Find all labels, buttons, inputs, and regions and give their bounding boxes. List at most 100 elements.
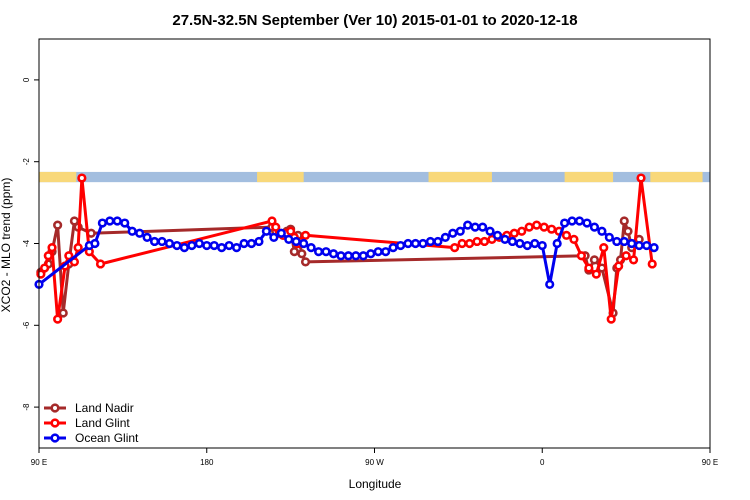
data-point — [47, 242, 57, 253]
land-band-1 — [257, 171, 304, 183]
data-point — [351, 251, 361, 261]
y-tick-label: -4 — [22, 239, 31, 247]
data-point — [455, 226, 465, 236]
data-point — [64, 251, 74, 261]
data-point — [552, 238, 562, 249]
data-point — [500, 234, 510, 245]
data-point — [507, 236, 518, 247]
data-point — [381, 247, 391, 257]
data-point — [433, 236, 443, 247]
data-point — [336, 251, 346, 261]
data-point — [261, 226, 271, 236]
data-point — [532, 220, 542, 230]
data-point — [120, 218, 130, 228]
map-strip — [39, 171, 710, 183]
legend-item: Ocean Glint — [44, 431, 139, 445]
data-point — [284, 234, 294, 245]
data-point — [358, 251, 368, 261]
data-point — [597, 226, 607, 236]
data-point — [576, 251, 586, 261]
y-tick-label: -2 — [22, 158, 31, 166]
data-point — [142, 232, 152, 242]
data-point — [53, 220, 63, 230]
x-tick-label: 90 E — [702, 458, 718, 467]
data-point — [209, 240, 219, 251]
data-point — [164, 238, 175, 249]
legend-marker — [50, 403, 60, 413]
data-point — [105, 216, 115, 226]
data-point — [560, 218, 570, 228]
land-band-0 — [39, 171, 77, 183]
data-point — [621, 251, 631, 261]
data-point — [425, 236, 436, 247]
data-point — [524, 222, 534, 232]
series-layer — [34, 173, 659, 324]
data-point — [149, 236, 160, 247]
data-point — [619, 216, 629, 226]
data-point — [286, 226, 296, 236]
data-point — [492, 230, 503, 240]
legend-label: Ocean Glint — [75, 431, 139, 445]
data-point — [487, 234, 497, 245]
data-point — [485, 226, 495, 236]
data-point — [239, 238, 249, 249]
legend-marker — [50, 433, 60, 443]
data-point — [537, 240, 547, 251]
data-point — [584, 263, 594, 273]
data-point — [321, 247, 331, 257]
data-point — [388, 242, 398, 253]
data-point — [291, 236, 301, 247]
data-point — [614, 261, 624, 271]
data-point — [440, 232, 450, 242]
ocean-band — [39, 171, 710, 183]
data-point — [299, 238, 309, 249]
data-point — [343, 251, 354, 261]
data-point — [599, 242, 609, 253]
data-point — [546, 224, 557, 234]
data-point — [95, 259, 106, 269]
data-point — [187, 240, 197, 251]
data-point — [313, 247, 324, 257]
data-point — [582, 218, 592, 228]
data-point — [43, 251, 53, 261]
data-point — [267, 216, 277, 226]
data-point — [545, 279, 555, 290]
data-point — [619, 236, 629, 247]
x-tick-label: 90 E — [31, 458, 47, 467]
x-tick-label: 90 W — [365, 458, 384, 467]
data-point — [127, 226, 137, 236]
data-point — [604, 232, 614, 242]
data-point — [300, 230, 311, 240]
data-point — [623, 226, 633, 236]
data-point — [649, 242, 659, 253]
y-axis-title: XCO2 - MLO trend (ppm) — [0, 178, 13, 313]
data-point — [246, 238, 257, 249]
data-point — [589, 222, 600, 232]
data-point — [135, 228, 145, 238]
data-point — [574, 216, 585, 226]
data-point — [636, 173, 646, 183]
data-point — [448, 228, 458, 238]
land-band-2 — [428, 171, 492, 183]
data-point — [194, 238, 204, 249]
data-point — [464, 238, 475, 249]
data-point — [179, 242, 189, 253]
data-point — [157, 236, 167, 247]
data-point — [306, 242, 316, 253]
data-point — [300, 257, 311, 267]
x-tick-label: 180 — [200, 458, 214, 467]
data-point — [328, 249, 339, 259]
data-point — [457, 238, 467, 249]
data-point — [202, 240, 212, 251]
y-axis: 0 -2 -4 -6 -8 — [22, 77, 39, 411]
data-point — [410, 238, 421, 249]
series-2 — [34, 216, 659, 290]
legend-item: Land Glint — [44, 416, 130, 430]
data-point — [539, 222, 549, 232]
data-point — [217, 242, 227, 253]
y-tick-label: -8 — [22, 403, 31, 411]
plot-frame — [38, 38, 711, 449]
data-point — [628, 255, 639, 265]
data-point — [53, 314, 63, 324]
